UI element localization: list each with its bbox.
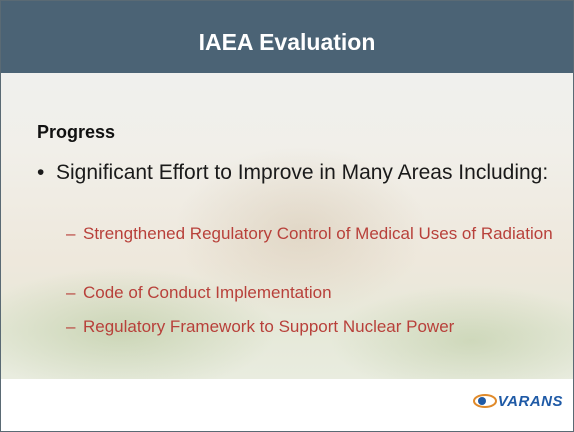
header-bar: IAEA Evaluation — [1, 1, 573, 73]
bullet: Significant Effort to Improve in Many Ar… — [56, 159, 556, 187]
footer: VARANS — [1, 379, 573, 431]
logo: VARANS — [472, 391, 563, 411]
slide: IAEA Evaluation Progress Significant Eff… — [0, 0, 574, 432]
section-heading: Progress — [37, 122, 115, 143]
logo-text: VARANS — [498, 393, 563, 410]
sub-bullet: Strengthened Regulatory Control of Medic… — [83, 221, 553, 246]
sub-bullet: Code of Conduct Implementation — [83, 280, 553, 305]
slide-title: IAEA Evaluation — [1, 29, 573, 56]
sub-bullet: Regulatory Framework to Support Nuclear … — [83, 314, 553, 339]
logo-icon — [472, 391, 498, 411]
